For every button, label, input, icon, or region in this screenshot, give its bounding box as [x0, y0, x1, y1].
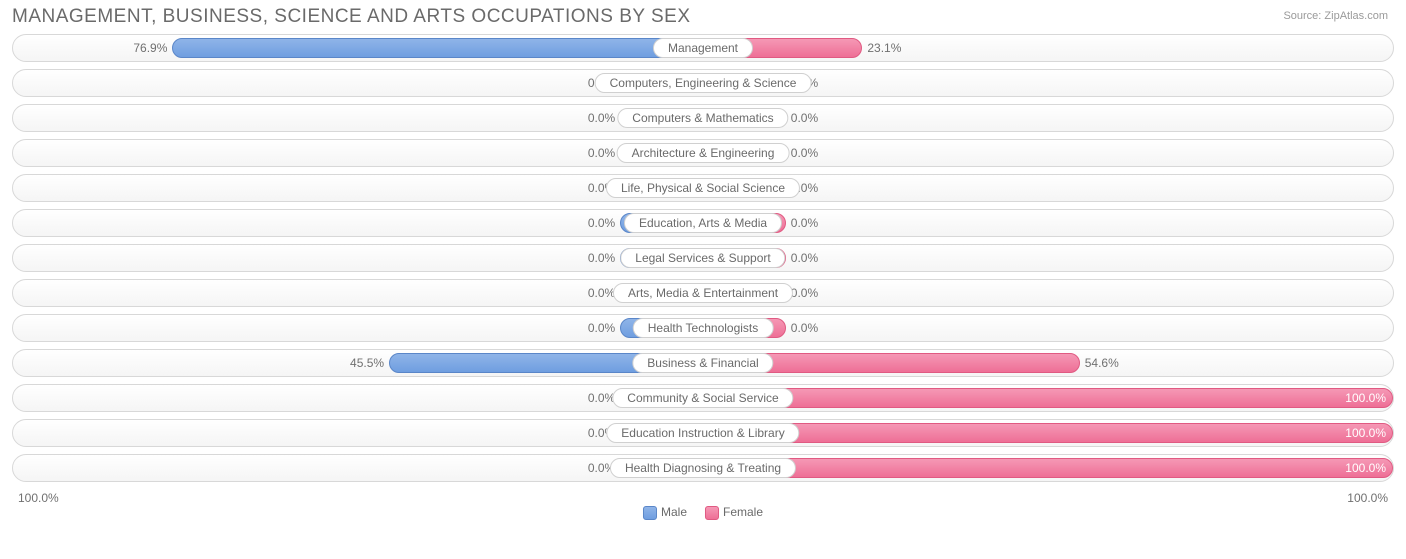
male-half: 0.0%	[13, 175, 703, 201]
data-row: 0.0% 0.0%Computers & Mathematics	[12, 104, 1394, 132]
female-bar: 100.0%	[703, 388, 1393, 408]
female-value: 0.0%	[785, 321, 818, 335]
x-axis: 100.0% 100.0%	[0, 489, 1406, 505]
data-row: 76.9% 23.1% Management	[12, 34, 1394, 62]
data-row: 0.0%0.0%Arts, Media & Entertainment	[12, 279, 1394, 307]
female-half: 100.0%	[703, 420, 1393, 446]
data-row: 0.0% 100.0% Health Diagnosing & Treating	[12, 454, 1394, 482]
data-row: 0.0%0.0%Computers, Engineering & Science	[12, 69, 1394, 97]
female-half: 0.0%	[703, 280, 1393, 306]
category-label: Architecture & Engineering	[617, 143, 790, 163]
data-row: 0.0% 0.0% Health Technologists	[12, 314, 1394, 342]
chart-footer: 100.0% 100.0% Male Female	[0, 489, 1406, 509]
female-value: 54.6%	[1079, 356, 1119, 370]
female-half: 100.0%	[703, 385, 1393, 411]
data-row: 0.0% 0.0%Legal Services & Support	[12, 244, 1394, 272]
category-label: Community & Social Service	[612, 388, 793, 408]
male-value: 0.0%	[588, 251, 621, 265]
category-label: Education Instruction & Library	[606, 423, 799, 443]
female-half: 0.0%	[703, 105, 1393, 131]
female-value: 100.0%	[1345, 426, 1386, 440]
category-label: Health Technologists	[633, 318, 774, 338]
category-label: Health Diagnosing & Treating	[610, 458, 796, 478]
category-label: Computers & Mathematics	[617, 108, 788, 128]
female-bar: 100.0%	[703, 423, 1393, 443]
female-half: 54.6%	[703, 350, 1393, 376]
data-row: 0.0% 0.0%Education, Arts & Media	[12, 209, 1394, 237]
male-half: 76.9%	[13, 35, 703, 61]
legend: Male Female	[643, 505, 763, 520]
legend-female: Female	[705, 505, 763, 520]
female-half: 100.0%	[703, 455, 1393, 481]
category-label: Computers, Engineering & Science	[595, 73, 812, 93]
category-label: Legal Services & Support	[620, 248, 785, 268]
data-row: 0.0%0.0%Life, Physical & Social Science	[12, 174, 1394, 202]
male-swatch-icon	[643, 506, 657, 520]
legend-male-label: Male	[661, 505, 687, 519]
female-bar: 100.0%	[703, 458, 1393, 478]
source-attribution: Source: ZipAtlas.com	[1283, 6, 1388, 22]
legend-male: Male	[643, 505, 687, 520]
axis-right-label: 100.0%	[1347, 491, 1388, 505]
female-half: 0.0%	[703, 315, 1393, 341]
category-label: Arts, Media & Entertainment	[613, 283, 793, 303]
male-half: 0.0%	[13, 385, 703, 411]
male-half: 45.5%	[13, 350, 703, 376]
category-label: Business & Financial	[632, 353, 773, 373]
male-value: 0.0%	[588, 216, 621, 230]
category-label: Education, Arts & Media	[624, 213, 782, 233]
male-half: 0.0%	[13, 210, 703, 236]
female-value: 0.0%	[785, 111, 818, 125]
female-value: 23.1%	[861, 41, 901, 55]
male-bar: 76.9%	[172, 38, 703, 58]
female-swatch-icon	[705, 506, 719, 520]
axis-left-label: 100.0%	[18, 491, 59, 505]
male-value: 45.5%	[350, 356, 390, 370]
female-value: 0.0%	[785, 216, 818, 230]
category-label: Management	[653, 38, 753, 58]
male-half: 0.0%	[13, 280, 703, 306]
chart-header: MANAGEMENT, BUSINESS, SCIENCE AND ARTS O…	[0, 0, 1406, 30]
female-half: 0.0%	[703, 245, 1393, 271]
category-label: Life, Physical & Social Science	[606, 178, 800, 198]
female-value: 100.0%	[1345, 391, 1386, 405]
chart-title: MANAGEMENT, BUSINESS, SCIENCE AND ARTS O…	[12, 6, 691, 28]
data-row: 45.5% 54.6% Business & Financial	[12, 349, 1394, 377]
female-value: 0.0%	[785, 251, 818, 265]
female-value: 0.0%	[785, 146, 818, 160]
source-label: Source:	[1283, 10, 1321, 22]
female-half: 0.0%	[703, 210, 1393, 236]
male-half: 0.0%	[13, 420, 703, 446]
male-half: 0.0%	[13, 140, 703, 166]
female-half: 0.0%	[703, 140, 1393, 166]
data-row: 0.0% 0.0%Architecture & Engineering	[12, 139, 1394, 167]
male-value: 0.0%	[588, 321, 621, 335]
male-half: 0.0%	[13, 245, 703, 271]
male-half: 0.0%	[13, 315, 703, 341]
data-row: 0.0% 100.0% Education Instruction & Librar…	[12, 419, 1394, 447]
source-name: ZipAtlas.com	[1324, 10, 1388, 22]
female-half: 23.1%	[703, 35, 1393, 61]
male-value: 0.0%	[588, 111, 621, 125]
data-row: 0.0% 100.0% Community & Social Service	[12, 384, 1394, 412]
male-value: 76.9%	[133, 41, 173, 55]
female-half: 0.0%	[703, 175, 1393, 201]
male-half: 0.0%	[13, 455, 703, 481]
chart-body: 76.9%23.1%Management0.0%0.0%Computers, E…	[0, 30, 1406, 482]
male-half: 0.0%	[13, 105, 703, 131]
legend-female-label: Female	[723, 505, 763, 519]
female-value: 100.0%	[1345, 461, 1386, 475]
